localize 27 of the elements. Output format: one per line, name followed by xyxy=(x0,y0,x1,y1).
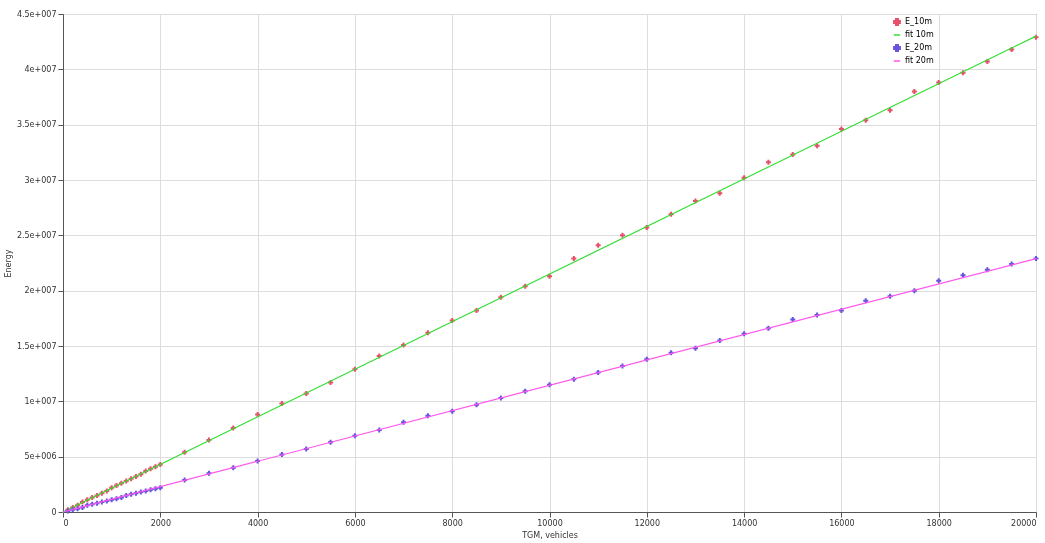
legend-label: fit 20m xyxy=(905,56,934,65)
x-tick-label: 2000 xyxy=(150,518,171,528)
y-tick-label: 0 xyxy=(51,507,57,517)
y-tick-label: 3.5e+007 xyxy=(16,120,57,130)
y-tick-label: 1.5e+007 xyxy=(16,341,57,351)
legend-label: E_10m xyxy=(905,17,933,26)
y-tick-label: 2e+007 xyxy=(24,286,57,296)
x-tick-label: 18000 xyxy=(926,518,952,528)
x-tick-label: 12000 xyxy=(634,518,661,528)
y-tick-label: 5e+006 xyxy=(24,452,57,462)
x-tick-label: 0 xyxy=(63,518,69,528)
legend-label: fit 10m xyxy=(905,30,934,39)
x-tick-label: 8000 xyxy=(442,518,463,528)
y-tick-label: 1e+007 xyxy=(24,396,57,406)
x-tick-label: 6000 xyxy=(345,518,366,528)
y-tick-label: 4.5e+007 xyxy=(16,9,57,19)
x-tick-label: 4000 xyxy=(247,518,269,528)
legend-label: E_20m xyxy=(905,43,933,52)
x-tick-label: 10000 xyxy=(537,518,563,528)
x-tick-label: 20000 xyxy=(1011,518,1037,528)
x-tick-label: 14000 xyxy=(731,518,758,528)
y-tick-label: 4e+007 xyxy=(24,64,57,74)
y-tick-label: 3e+007 xyxy=(24,175,57,185)
x-axis-title: TGM, vehicles xyxy=(521,530,578,540)
x-tick-label: 16000 xyxy=(829,518,855,528)
y-tick-label: 2.5e+007 xyxy=(16,230,57,240)
y-axis-title: Energy xyxy=(3,249,13,278)
